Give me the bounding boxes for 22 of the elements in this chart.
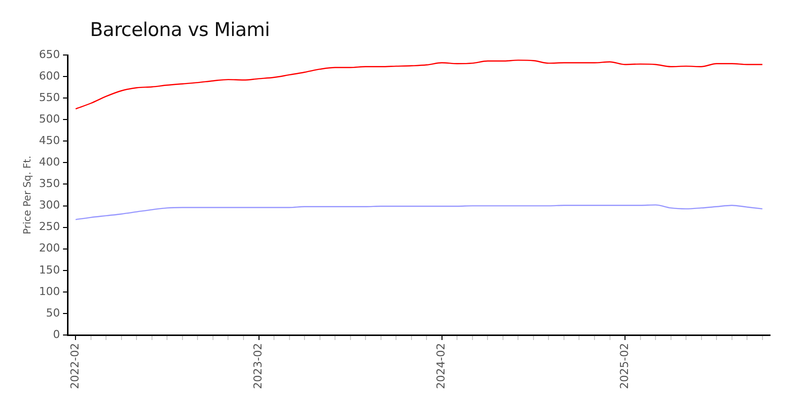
y-tick-label: 450 — [38, 134, 60, 148]
y-tick-label: 200 — [38, 242, 60, 255]
chart-title: Barcelona vs Miami — [90, 19, 270, 41]
line-series — [75, 204, 763, 220]
x-tick-label: 2025-02 — [618, 343, 631, 390]
y-tick-label: 300 — [38, 198, 60, 212]
x-tick-label: 2022-02 — [68, 343, 82, 390]
y-tick-label: 250 — [38, 220, 60, 234]
y-tick-label: 100 — [38, 284, 60, 298]
x-tick-label: 2023-02 — [252, 343, 265, 390]
y-tick-label: 150 — [38, 263, 60, 276]
y-tick-label: 600 — [38, 69, 60, 82]
y-axis-title: Price Per Sq. Ft. — [22, 156, 34, 234]
y-tick-label: 500 — [38, 112, 60, 126]
y-tick-label: 0 — [52, 328, 60, 341]
y-tick-label: 400 — [38, 156, 60, 169]
x-tick-label: 2024-02 — [434, 343, 448, 390]
y-tick-label: 350 — [38, 177, 60, 190]
y-tick-label: 550 — [38, 90, 60, 104]
y-tick-label: 50 — [46, 306, 60, 320]
line-series — [75, 60, 763, 110]
y-tick-label: 650 — [38, 48, 60, 61]
